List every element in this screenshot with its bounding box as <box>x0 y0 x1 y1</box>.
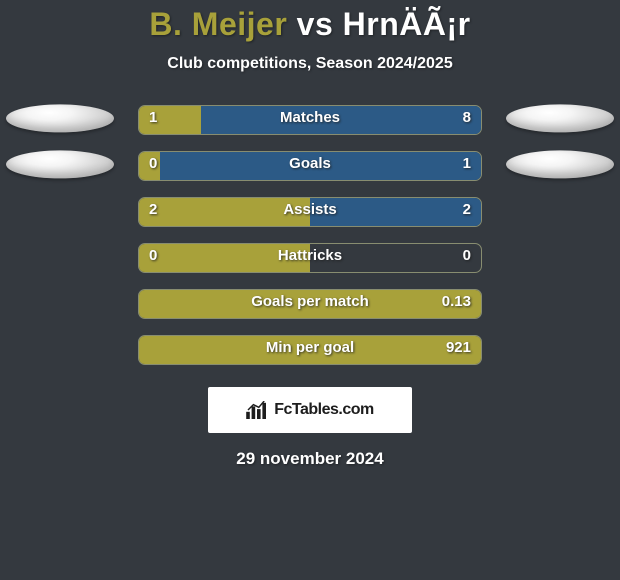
stat-row: 0.13 Goals per match <box>0 285 620 331</box>
stat-bar: 0.13 Goals per match <box>138 289 482 319</box>
stat-value-right: 1 <box>463 155 471 172</box>
stat-bar: 0 0 Hattricks <box>138 243 482 273</box>
vs-text: vs <box>287 6 342 42</box>
stats-list: 1 8 Matches 0 1 Goals 2 2 Assists 0 0 Hattricks 0.13… <box>0 101 620 377</box>
stat-label: Goals per match <box>251 293 369 310</box>
stat-row: 0 1 Goals <box>0 147 620 193</box>
page-title: B. Meijer vs HrnÄÃ¡r <box>0 6 620 43</box>
player2-name: HrnÄÃ¡r <box>343 6 471 42</box>
stat-bar: 0 1 Goals <box>138 151 482 181</box>
stat-bar: 921 Min per goal <box>138 335 482 365</box>
stat-value-right: 0.13 <box>442 293 471 310</box>
stat-label: Min per goal <box>266 339 354 356</box>
subtitle: Club competitions, Season 2024/2025 <box>0 55 620 73</box>
stat-label: Matches <box>280 109 340 126</box>
stat-label: Assists <box>283 201 336 218</box>
player2-badge-icon <box>506 150 614 178</box>
date-label: 29 november 2024 <box>0 449 620 469</box>
stat-label: Goals <box>289 155 331 172</box>
player1-badge-icon <box>6 104 114 132</box>
stat-row: 921 Min per goal <box>0 331 620 377</box>
brand-badge: FcTables.com <box>208 387 412 433</box>
stat-value-left: 0 <box>149 155 157 172</box>
stat-value-left: 1 <box>149 109 157 126</box>
stat-value-left: 0 <box>149 247 157 264</box>
stat-row: 1 8 Matches <box>0 101 620 147</box>
player1-name: B. Meijer <box>149 6 287 42</box>
stat-value-right: 921 <box>446 339 471 356</box>
comparison-infographic: B. Meijer vs HrnÄÃ¡r Club competitions, … <box>0 0 620 469</box>
stat-row: 0 0 Hattricks <box>0 239 620 285</box>
stat-label: Hattricks <box>278 247 342 264</box>
stat-value-right: 0 <box>463 247 471 264</box>
stat-bar: 2 2 Assists <box>138 197 482 227</box>
bar-fill-right <box>201 106 481 134</box>
stat-value-left: 2 <box>149 201 157 218</box>
brand-label: FcTables.com <box>274 401 374 419</box>
stat-value-right: 8 <box>463 109 471 126</box>
player2-badge-icon <box>506 104 614 132</box>
stat-bar: 1 8 Matches <box>138 105 482 135</box>
stat-value-right: 2 <box>463 201 471 218</box>
brand-logo-icon <box>246 401 268 419</box>
player1-badge-icon <box>6 150 114 178</box>
stat-row: 2 2 Assists <box>0 193 620 239</box>
